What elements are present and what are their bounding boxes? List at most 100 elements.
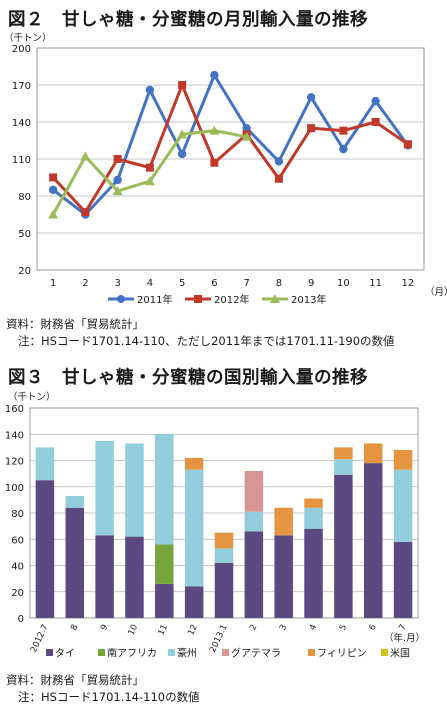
- legend-label: 米国: [390, 647, 410, 660]
- bar-segment: [393, 469, 413, 542]
- x-tick-label: 2: [248, 623, 259, 632]
- bar-segment: [393, 450, 413, 470]
- data-point: [178, 81, 187, 89]
- bar-segment: [334, 474, 353, 618]
- legend-marker: [270, 294, 280, 303]
- legend-swatch: [46, 649, 53, 656]
- y-tick-label: 50: [18, 229, 31, 240]
- legend-label: タイ: [55, 648, 75, 660]
- data-point: [339, 144, 348, 154]
- x-tick-label: 5: [338, 623, 349, 632]
- x-tick-label: 2: [82, 278, 88, 289]
- bar-segment: [184, 457, 204, 470]
- y-tick-label: 20: [18, 266, 31, 277]
- bar-segment: [244, 531, 264, 618]
- bar-segment: [65, 507, 85, 618]
- data-point: [210, 158, 219, 167]
- legend-swatch: [98, 649, 105, 656]
- bar-segment: [334, 447, 353, 460]
- data-point: [81, 208, 90, 217]
- data-point: [242, 123, 251, 133]
- x-tick-label: 8: [276, 278, 282, 289]
- bar-segment: [155, 434, 174, 545]
- data-point: [113, 175, 122, 185]
- x-tick-label: 12: [402, 278, 415, 289]
- y-tick-label: 40: [11, 562, 24, 573]
- bar-segment: [274, 507, 293, 536]
- x-tick-label: 8: [69, 623, 80, 632]
- legend-label: 豪州: [177, 647, 197, 660]
- data-point: [177, 149, 187, 159]
- bar-segment: [125, 536, 144, 618]
- x-tick-label: 3: [278, 623, 289, 632]
- bar-segment: [363, 443, 383, 464]
- bar-segment: [155, 544, 174, 584]
- x-tick-label: 4: [308, 623, 319, 632]
- legend-label: 2013年: [291, 293, 326, 306]
- bar-segment: [393, 541, 413, 618]
- bar-segment: [95, 535, 114, 618]
- legend-swatch: [168, 649, 175, 656]
- bar-segment: [184, 586, 204, 618]
- y-tick-label: 140: [5, 430, 24, 441]
- x-tick-label: 9: [308, 278, 314, 289]
- x-tick-label: 7: [397, 623, 408, 632]
- bar-segment: [214, 532, 234, 549]
- bar-segment: [363, 463, 383, 618]
- y-tick-label: 170: [12, 81, 31, 92]
- data-point: [145, 85, 155, 95]
- y-tick-label: 0: [18, 614, 24, 625]
- x-axis-label: （年.月）: [384, 632, 425, 644]
- y-tick-label: 160: [5, 404, 24, 415]
- data-point: [371, 96, 380, 106]
- data-point: [371, 118, 380, 126]
- y-tick-label: 110: [12, 155, 31, 166]
- bar-segment: [125, 443, 144, 537]
- y-tick-label: 200: [12, 44, 31, 55]
- y-tick-label: 20: [11, 588, 24, 599]
- data-point: [112, 186, 123, 196]
- data-point: [274, 157, 284, 166]
- legend-swatch: [308, 649, 315, 656]
- bar-segment: [35, 447, 55, 481]
- legend-label: 2012年: [214, 293, 249, 306]
- x-tick-label: 1: [50, 278, 56, 289]
- bar-segment: [214, 548, 234, 563]
- bar-segment: [155, 583, 174, 618]
- legend-label: 2011年: [137, 293, 172, 306]
- x-tick-label: 7: [243, 278, 249, 289]
- data-point: [209, 125, 220, 135]
- x-tick-label: 3: [114, 278, 120, 289]
- x-tick-label: 10: [127, 623, 141, 637]
- fig2-source: 資料：財務省「貿易統計」: [6, 317, 144, 331]
- y-tick-label: 80: [18, 192, 31, 203]
- bar-segment: [184, 469, 204, 587]
- x-tick-label: 6: [211, 278, 217, 289]
- x-tick-label: 6: [368, 623, 379, 632]
- legend-label: フィリピン: [317, 648, 367, 660]
- y-tick-label: 140: [12, 118, 31, 129]
- data-point: [274, 174, 283, 183]
- data-point: [48, 185, 58, 195]
- bar-segment: [304, 498, 323, 508]
- data-point: [144, 176, 155, 186]
- legend-swatch: [222, 649, 229, 656]
- bar-segment: [274, 535, 293, 618]
- chart2-title: 図３ 甘しゃ糖・分蜜糖の国別輸入量の推移: [8, 368, 368, 388]
- x-tick-label: 11: [156, 623, 170, 637]
- bar-segment: [304, 507, 323, 529]
- data-point: [306, 93, 316, 102]
- x-axis-label: （月）: [425, 286, 447, 298]
- data-point: [177, 129, 188, 139]
- legend-marker: [117, 295, 125, 303]
- x-tick-label: 10: [337, 278, 350, 289]
- bar-segment: [244, 471, 264, 512]
- x-tick-label: 9: [99, 623, 110, 632]
- bar-segment: [244, 511, 264, 532]
- data-point: [241, 131, 252, 141]
- fig2-note: 注：HSコード1701.14-110、ただし2011年までは1701.11-19…: [18, 334, 395, 348]
- data-point: [49, 173, 58, 182]
- data-point: [307, 124, 316, 133]
- fig3-source: 資料：財務省「貿易統計」: [6, 673, 144, 687]
